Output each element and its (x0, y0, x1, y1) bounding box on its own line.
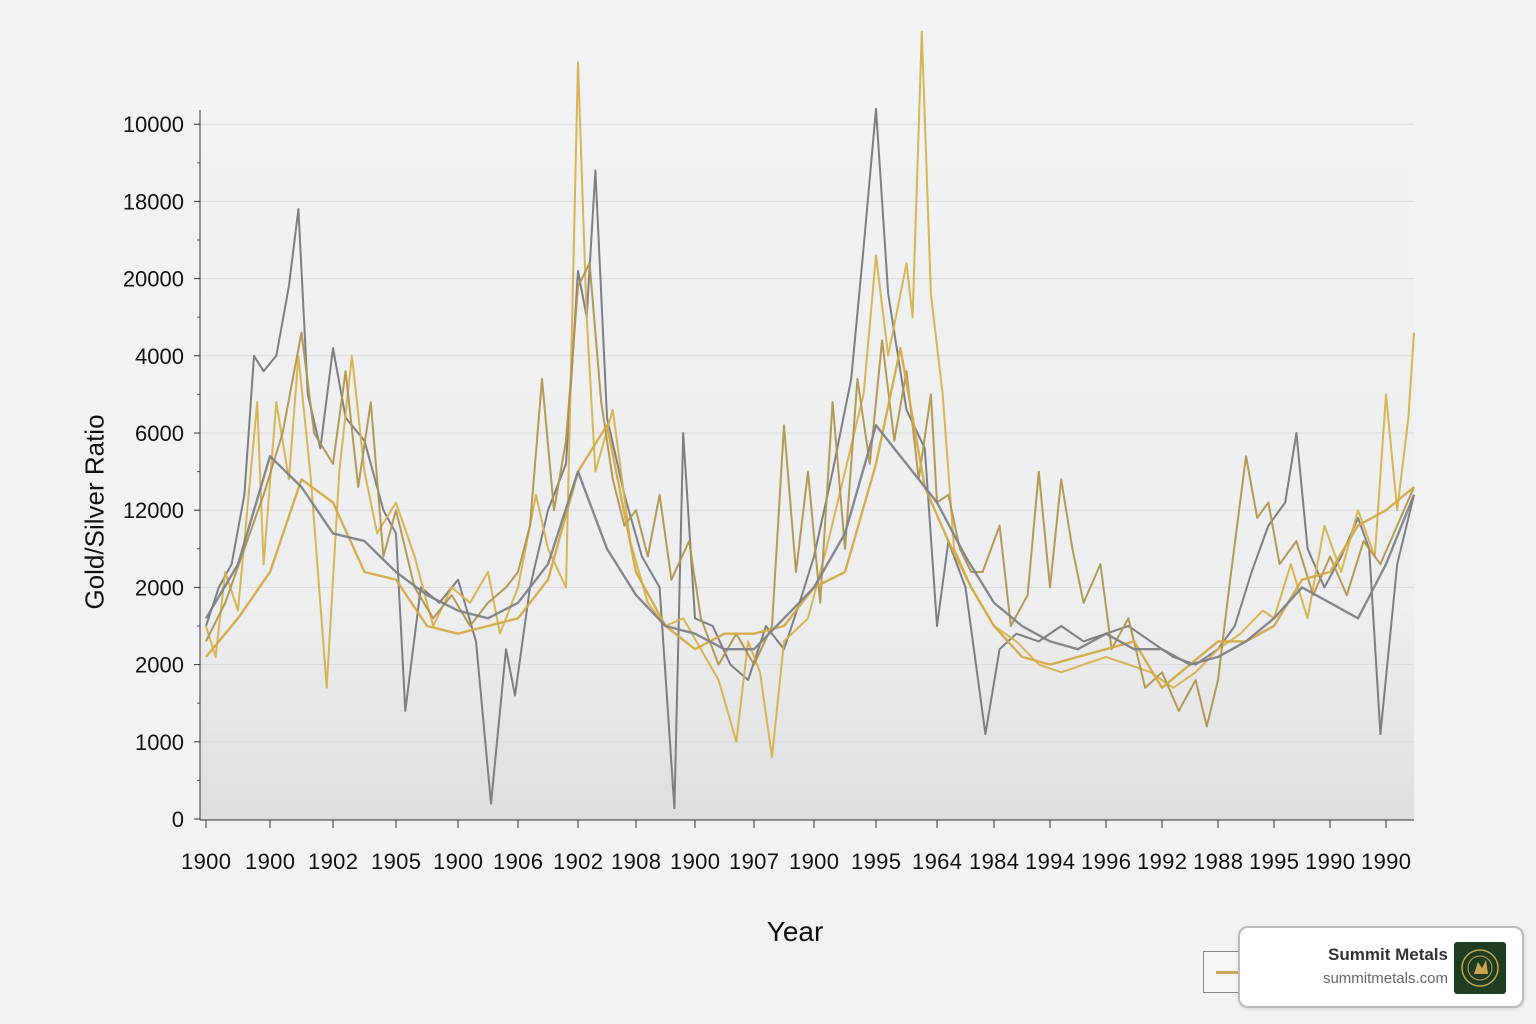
y-tick-label: 18000 (123, 189, 184, 214)
y-tick-label: 2000 (135, 653, 184, 678)
series-line-dark-gold (205, 262, 1415, 728)
series-line-gold-smooth (205, 346, 1415, 689)
x-tick-label: 1996 (1081, 849, 1131, 874)
brand-site: summitmetals.com (1322, 970, 1448, 987)
x-tick-label: 1908 (611, 849, 661, 874)
summit-metals-logo (1454, 942, 1506, 994)
x-tick-label: 1994 (1025, 849, 1075, 874)
y-axis-label: Gold/Silver Ratio (79, 414, 110, 610)
x-tick-label: 1900 (670, 849, 720, 874)
y-tick-label: 0 (172, 807, 184, 832)
x-tick-label: 1984 (969, 849, 1019, 874)
y-tick-label: 20000 (123, 267, 184, 292)
legend-swatch (1216, 971, 1238, 974)
x-tick-label: 1900 (245, 849, 295, 874)
series-line-gray-smooth (204, 424, 1416, 666)
x-tick-label: 1988 (1193, 849, 1243, 874)
y-tick-label: 2000 (135, 575, 184, 600)
y-tick-label: 12000 (123, 498, 184, 523)
x-tick-label: 1902 (553, 849, 603, 874)
x-tick-label: 1907 (729, 849, 779, 874)
x-axis-label: Year (766, 916, 824, 947)
watermark-card: Summit Metals summitmetals.com (1238, 926, 1524, 1008)
x-tick-label: 1906 (493, 849, 543, 874)
x-tick-label: 1900 (181, 849, 231, 874)
y-tick-label: 6000 (135, 421, 184, 446)
plot-area (200, 110, 1414, 820)
x-tick-label: 1905 (371, 849, 421, 874)
x-tick-label: 1992 (1137, 849, 1187, 874)
x-tick-label: 1900 (789, 849, 839, 874)
x-tick-label: 1902 (308, 849, 358, 874)
y-tick-label: 4000 (135, 344, 184, 369)
x-tick-label: 1964 (912, 849, 962, 874)
x-tick-label: 1990 (1361, 849, 1411, 874)
x-tick-label: 1995 (1249, 849, 1299, 874)
brand-name: Summit Metals (1328, 945, 1448, 964)
y-tick-label: 1000 (135, 730, 184, 755)
x-tick-label: 1900 (433, 849, 483, 874)
logo-emblem-icon (1461, 949, 1499, 987)
x-tick-label: 1990 (1305, 849, 1355, 874)
y-tick-label: 10000 (123, 112, 184, 137)
x-tick-label: 1995 (851, 849, 901, 874)
